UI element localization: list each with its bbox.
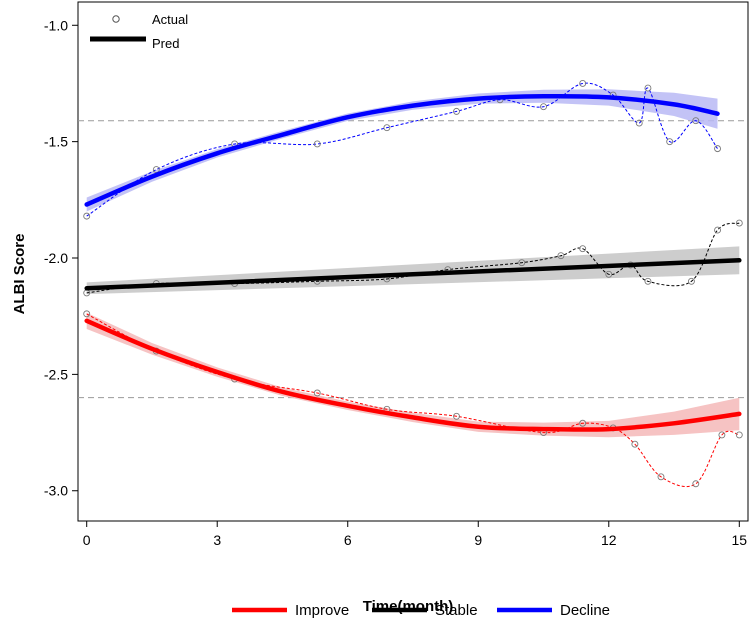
stable-actual-point — [687, 277, 695, 285]
reference-lines — [78, 120, 748, 399]
x-tick-label: 3 — [213, 532, 221, 548]
stable-actual-point — [557, 252, 565, 260]
y-tick-label: -1.0 — [44, 17, 68, 33]
stable-pred-line — [84, 258, 742, 291]
legend-pred-label: Pred — [152, 36, 179, 51]
decline-actual-point — [313, 140, 321, 148]
decline-actual-point — [714, 145, 721, 153]
stable-actual-point — [605, 270, 613, 278]
improve-actual-point — [692, 480, 700, 488]
predicted-series — [84, 93, 742, 432]
stable-actual-line — [86, 222, 740, 294]
y-tick-label: -3.0 — [44, 483, 68, 499]
improve-actual-point — [313, 389, 321, 397]
improve-actual-point — [83, 310, 91, 318]
decline-actual-point — [644, 84, 652, 92]
stable-actual-point — [644, 277, 652, 285]
plot-axes — [77, 1, 749, 522]
legend-actual-marker — [112, 15, 120, 23]
stable-legend-label: Stable — [435, 602, 478, 619]
improve-actual-point — [735, 431, 743, 439]
x-tick-label: 15 — [732, 532, 748, 548]
x-tick-label: 9 — [474, 532, 482, 548]
axis-ticks: 0 3 6 9 12 15 -1.0 -1.5 -2.0 -2.5 -3.0 — [44, 17, 747, 548]
decline-actual-point — [540, 103, 547, 111]
inset-legend: Actual Pred — [90, 12, 188, 51]
y-axis-label: ALBI Score — [11, 234, 28, 315]
x-tick-label: 12 — [601, 532, 617, 548]
decline-actual-point — [453, 107, 460, 115]
decline-actual-point — [383, 124, 391, 132]
decline-actual-point — [579, 80, 587, 87]
stable-actual-point — [735, 219, 743, 227]
improve-actual-point — [718, 431, 726, 439]
decline-actual-point — [83, 212, 91, 220]
stable-actual-point — [579, 245, 587, 253]
decline-actual-point — [635, 119, 643, 127]
x-tick-label: 0 — [83, 532, 91, 548]
decline-actual-point — [692, 117, 700, 125]
improve-legend-label: Improve — [295, 602, 349, 619]
decline-actual-point — [666, 138, 674, 146]
improve-actual-point — [657, 473, 665, 481]
plot-frame — [77, 1, 749, 522]
legend-actual-label: Actual — [152, 12, 188, 27]
improve-actual-point — [453, 412, 460, 420]
y-tick-label: -1.5 — [44, 134, 68, 150]
improve-pred-line — [84, 318, 742, 432]
stable-actual-point — [518, 259, 526, 267]
bottom-legend: Improve Stable Decline — [232, 602, 610, 619]
improve-actual-point — [579, 419, 587, 427]
decline-legend-label: Decline — [560, 602, 610, 619]
x-tick-label: 6 — [344, 532, 352, 548]
improve-actual-point — [631, 440, 639, 448]
y-tick-label: -2.0 — [44, 250, 68, 266]
improve-actual-line — [86, 313, 740, 488]
stable-actual-point — [714, 226, 721, 234]
decline-actual-line — [86, 82, 718, 217]
decline-pred-line — [84, 93, 720, 207]
stable-confidence-band — [86, 246, 740, 295]
y-tick-label: -2.5 — [44, 366, 68, 382]
